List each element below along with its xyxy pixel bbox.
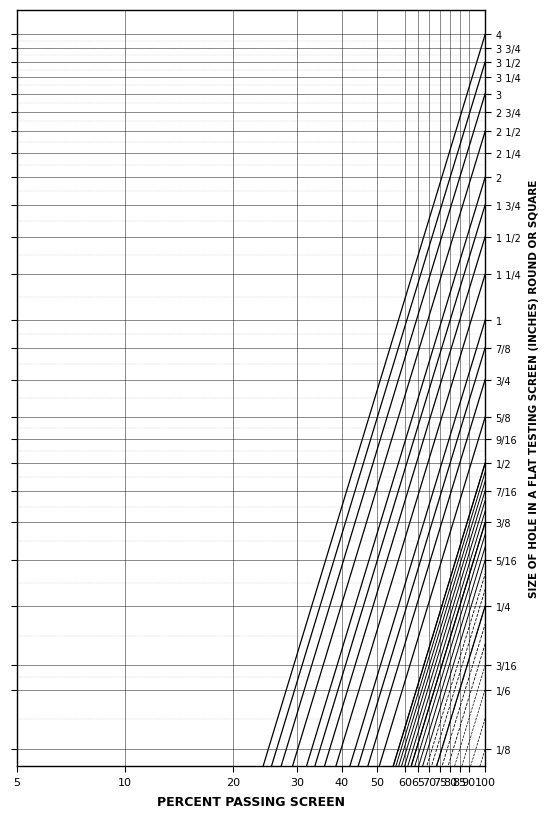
X-axis label: PERCENT PASSING SCREEN: PERCENT PASSING SCREEN bbox=[157, 795, 345, 808]
Y-axis label: SIZE OF HOLE IN A FLAT TESTING SCREEN (INCHES) ROUND OR SQUARE: SIZE OF HOLE IN A FLAT TESTING SCREEN (I… bbox=[529, 179, 539, 598]
